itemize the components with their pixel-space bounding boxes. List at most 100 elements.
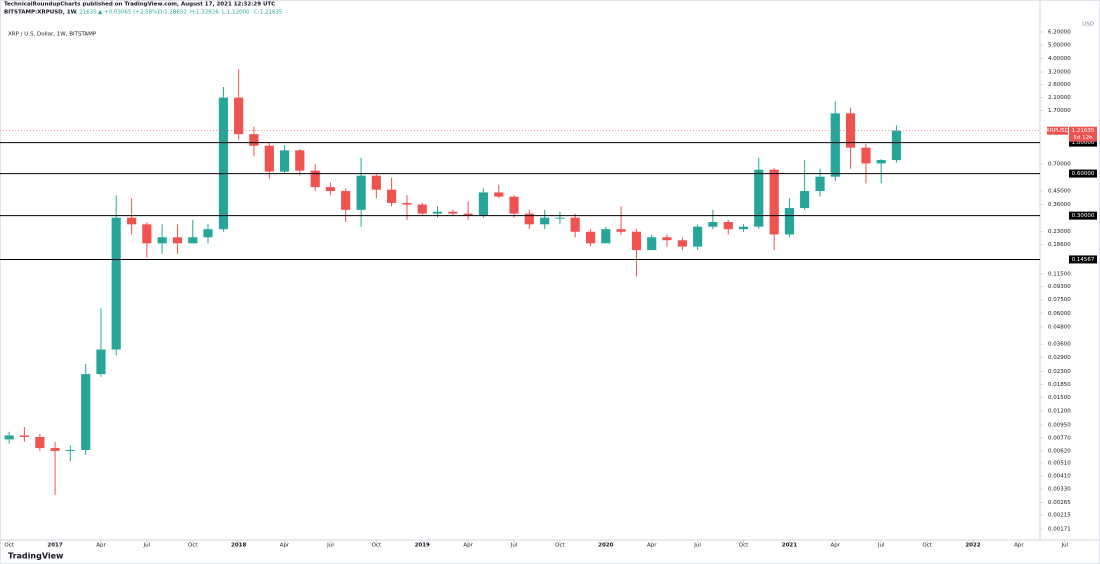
candle-body [570, 217, 580, 232]
candle-body [432, 211, 443, 214]
legend: BITSTAMP:XRPUSD, 1W 1.21635 ▲ +0.03065 (… [4, 10, 283, 16]
candle-body [264, 145, 274, 172]
y-tick-label: 0.00950 [1048, 423, 1071, 429]
y-tick-label: 0.00410 [1048, 474, 1071, 480]
candle-body [845, 113, 856, 148]
y-tick-label: 0.23000 [1048, 229, 1071, 235]
candle-body [341, 191, 351, 210]
y-tick-label: 0.70000 [1048, 162, 1071, 168]
y-tick-label: 0.09300 [1048, 284, 1071, 290]
level-label: 0.30000 [1072, 213, 1095, 219]
candle-body [386, 189, 397, 203]
candle-body [540, 217, 550, 225]
candle-body [19, 435, 30, 438]
level-label-box [1069, 211, 1097, 220]
candle-body [616, 229, 626, 232]
level-label-box [1069, 169, 1097, 178]
x-tick-label: Jul [877, 543, 885, 549]
y-tick-label: 0.00215 [1048, 513, 1071, 519]
y-tick-label: 0.02900 [1048, 355, 1071, 361]
candle-body [585, 231, 596, 244]
x-tick-label: Jul [1060, 543, 1068, 549]
last: 1.21635 [74, 10, 97, 16]
candle-body [830, 113, 840, 177]
x-tick-label: Jul [693, 543, 701, 549]
candle-body [463, 213, 473, 216]
candle-body [800, 191, 810, 209]
y-tick-label: 0.18600 [1048, 242, 1071, 248]
candle-body [723, 222, 733, 230]
y-tick-label: 0.00330 [1048, 487, 1071, 493]
price-box [1069, 126, 1097, 142]
level-label-box [1069, 255, 1097, 264]
candle-body [111, 217, 121, 350]
x-tick-label: Apr [831, 543, 841, 549]
x-tick-label: Jul [326, 543, 334, 549]
candle-body [65, 449, 75, 451]
candle-body [310, 170, 320, 188]
level-label: 0.60000 [1072, 171, 1095, 177]
candle-body [295, 150, 305, 171]
x-tick-label: Oct [739, 543, 749, 549]
candle-body [50, 448, 60, 451]
candle-body [494, 192, 504, 197]
y-tick-label: 0.04800 [1048, 324, 1071, 330]
x-tick-label: 2021 [782, 543, 797, 549]
candle-body [647, 237, 657, 251]
candle-body [356, 175, 366, 210]
level-label: 0.14567 [1072, 257, 1095, 263]
candle-body [876, 160, 886, 164]
y-tick-label: 0.06000 [1048, 311, 1071, 317]
low: L:1.12000 [222, 10, 250, 16]
x-tick-label: 2022 [965, 543, 980, 549]
candle-body [188, 237, 198, 244]
x-tick-label: Apr [280, 543, 290, 549]
candle-body [478, 192, 488, 216]
candle-body [127, 217, 137, 225]
x-tick-label: Oct [555, 543, 565, 549]
symbol: BITSTAMP:XRPUSD, 1W [4, 10, 77, 16]
candle-body [448, 211, 458, 214]
change: ▲ +0.03065 (+2.58%) [98, 10, 159, 16]
candle-body [371, 175, 381, 190]
y-tick-label: 0.07500 [1048, 297, 1071, 303]
candle-body [4, 435, 14, 440]
y-tick-label: 0.01850 [1048, 382, 1071, 388]
y-tick-label: 3.20000 [1048, 70, 1071, 76]
candle-body [96, 349, 106, 375]
y-tick-label: 2.10000 [1048, 95, 1071, 101]
y-tick-label: 0.02300 [1048, 369, 1071, 375]
candle-body [754, 169, 764, 227]
x-tick-label: Oct [372, 543, 382, 549]
y-tick-label: 0.03600 [1048, 342, 1071, 348]
candle-body [234, 97, 244, 135]
countdown: 5d 12h [1073, 135, 1093, 141]
candle-body [249, 134, 259, 146]
candle-body [157, 237, 167, 244]
candle-body [662, 237, 672, 241]
x-tick-label: 2020 [598, 543, 613, 549]
y-tick-label: 6.20000 [1048, 29, 1071, 35]
candle-body [35, 437, 45, 449]
x-tick-label: Apr [647, 543, 657, 549]
symbol-box [1047, 126, 1068, 135]
y-tick-label: 0.00265 [1048, 500, 1071, 506]
x-tick-label: Jul [143, 543, 151, 549]
x-tick-label: Apr [96, 543, 106, 549]
candle-body [218, 97, 229, 230]
x-tick-label: Apr [463, 543, 473, 549]
y-tick-label: 0.01500 [1048, 395, 1071, 401]
candle-body [279, 150, 290, 172]
y-tick-label: 0.00171 [1048, 527, 1071, 533]
candle-body [677, 240, 687, 247]
close: C:1.21635 [254, 10, 283, 16]
symbol-label: XRPUSD [1046, 128, 1069, 134]
y-tick-label: 0.00620 [1048, 448, 1071, 454]
y-tick-label: 1.70000 [1048, 108, 1071, 114]
candle-body [861, 147, 871, 164]
candle-body [81, 374, 91, 450]
y-tick-label: 0.36000 [1048, 202, 1071, 208]
level-label: 1.00000 [1072, 140, 1095, 146]
candle-body [142, 224, 152, 244]
